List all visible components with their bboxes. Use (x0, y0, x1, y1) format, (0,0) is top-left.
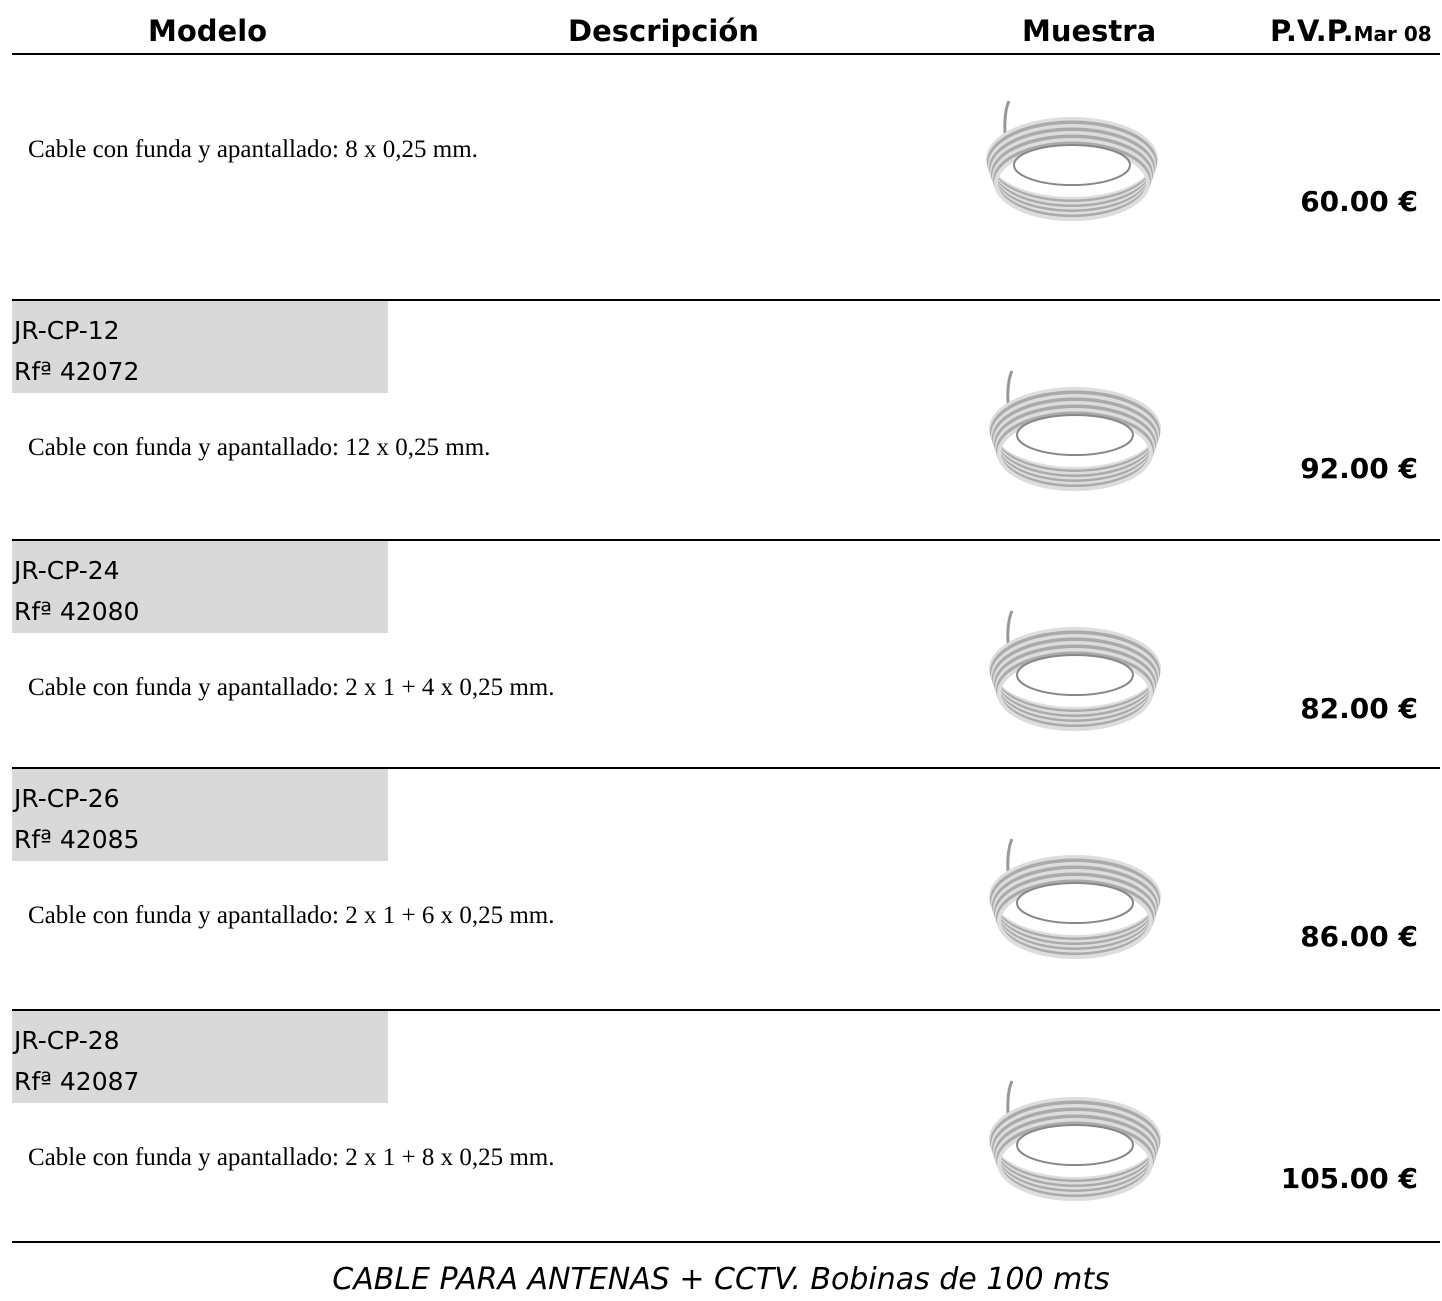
header-model: Modelo (148, 14, 268, 48)
reference: Rfª 42080 (14, 597, 140, 626)
description: Cable con funda y apantallado: 2 x 1 + 6… (28, 902, 555, 929)
price: 60.00 € (1300, 185, 1418, 218)
header-sample: Muestra (1022, 14, 1157, 48)
model: JR-CP-26 (14, 784, 120, 813)
header-rule (12, 53, 1440, 55)
row-rule (12, 1009, 1440, 1011)
model: JR-CP-12 (14, 316, 120, 345)
price: 86.00 € (1300, 920, 1418, 953)
model: JR-CP-24 (14, 556, 120, 585)
price: 92.00 € (1300, 452, 1418, 485)
description: Cable con funda y apantallado: 2 x 1 + 8… (28, 1144, 555, 1171)
model: JR-CP-28 (14, 1026, 120, 1055)
model-box (12, 301, 388, 393)
header-price: P.V.P.Mar 08 (1270, 14, 1432, 48)
price-date: Mar 08 (1353, 22, 1432, 46)
cable-image (989, 370, 1161, 491)
cable-image (989, 1080, 1161, 1201)
model-box (12, 1011, 388, 1103)
model-box (12, 769, 388, 861)
reference: Rfª 42072 (14, 357, 140, 386)
row-rule (12, 767, 1440, 769)
description: Cable con funda y apantallado: 2 x 1 + 4… (28, 674, 555, 701)
cable-image (986, 100, 1158, 221)
price-label: P.V.P. (1270, 14, 1354, 48)
row-rule (12, 299, 1440, 301)
cable-image (989, 610, 1161, 731)
model-box (12, 541, 388, 633)
description: Cable con funda y apantallado: 12 x 0,25… (28, 434, 491, 461)
header-description: Descripción (568, 14, 759, 48)
cable-image (989, 838, 1161, 959)
bottom-rule (12, 1241, 1440, 1243)
description: Cable con funda y apantallado: 8 x 0,25 … (28, 136, 478, 163)
reference: Rfª 42087 (14, 1067, 140, 1096)
row-rule (12, 539, 1440, 541)
reference: Rfª 42085 (14, 825, 140, 854)
price: 105.00 € (1280, 1162, 1418, 1195)
price: 82.00 € (1300, 692, 1418, 725)
footer-title: CABLE PARA ANTENAS + CCTV. Bobinas de 10… (332, 1262, 1110, 1297)
